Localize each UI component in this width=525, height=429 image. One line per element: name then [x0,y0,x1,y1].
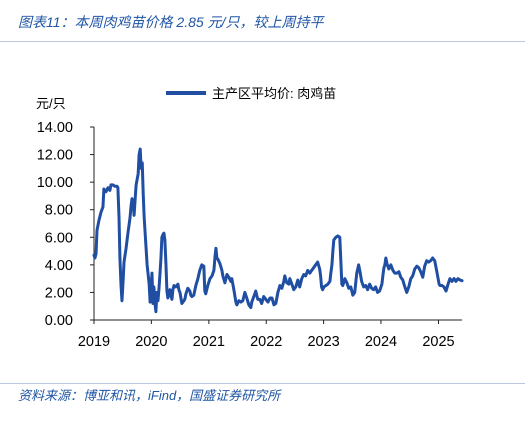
series-layer [92,147,464,314]
title-divider [0,41,525,42]
series-line-0 [92,147,464,314]
y-tick-label: 6.00 [45,230,73,246]
axes [90,126,463,324]
x-tick-label: 2024 [365,334,397,350]
y-tick-label: 8.00 [45,203,73,219]
y-tick-label: 0.00 [45,313,73,329]
y-tick-label: 12.00 [37,148,73,164]
legend-label: 主产区平均价: 肉鸡苗 [212,86,336,101]
source-divider [0,383,525,384]
source-note: 资料来源：博亚和讯，iFind，国盛证券研究所 [18,388,281,403]
y-tick-label: 4.00 [45,258,73,274]
x-tick-label: 2022 [250,334,282,350]
chart-title: 图表11：本周肉鸡苗价格 2.85 元/只，较上周持平 [18,14,324,30]
x-tick-label: 2025 [422,334,454,350]
y-tick-label: 2.00 [45,285,73,301]
tick-labels: 0.00 2.00 4.00 6.00 8.00 10.00 12.00 14.00 2019 2… [37,120,455,350]
x-tick-label: 2023 [307,334,339,350]
y-tick-label: 10.00 [37,175,73,191]
x-tick-label: 2020 [135,334,167,350]
y-tick-label: 14.00 [37,120,73,136]
x-tick-label: 2019 [78,334,110,350]
y-axis-unit: 元/只 [36,96,66,111]
x-tick-label: 2021 [193,334,225,350]
